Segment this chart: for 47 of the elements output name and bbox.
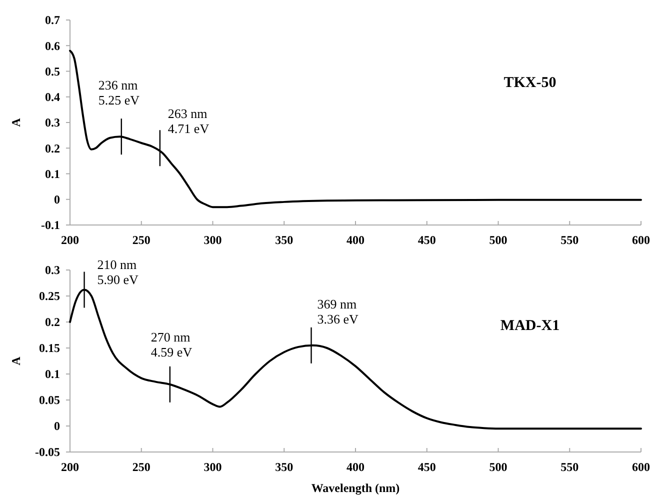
x-tick-label: 350 [275, 460, 294, 474]
x-tick-label: 300 [204, 233, 222, 247]
x-tick-label: 350 [275, 233, 294, 247]
text: MAD-X1 [500, 318, 560, 334]
x-tick-label: 200 [61, 460, 79, 474]
y-tick-label: -0.05 [35, 445, 60, 460]
y-tick-label: 0.3 [45, 263, 60, 278]
x-tick-label: 600 [632, 233, 650, 247]
y-tick-label: 0.5 [45, 64, 60, 78]
x-tick-label: 300 [204, 460, 222, 474]
x-axis-title: Wavelength (nm) [311, 481, 400, 495]
x-tick-label: 500 [489, 460, 508, 474]
y-tick-label: 0.25 [39, 289, 60, 304]
y-tick-label: 0.3 [45, 116, 60, 130]
y-axis-title: A [9, 356, 23, 366]
y-tick-label: 0.1 [45, 166, 60, 181]
y-tick-label: 0.1 [45, 367, 60, 382]
x-tick-label: 550 [560, 460, 579, 474]
x-tick-label: 400 [346, 460, 364, 474]
y-tick-label: -0.1 [41, 218, 60, 232]
y-tick-label: 0.4 [45, 90, 60, 104]
y-tick-label: 0.05 [39, 393, 60, 408]
line-series [69, 50, 642, 208]
y-tick-label: 0 [54, 192, 60, 207]
x-tick-label: 450 [418, 233, 436, 247]
annotation: 210 nm 5.90 eV [97, 256, 140, 287]
text: TKX-50 [504, 75, 556, 91]
annotation: 369 nm 3.36 eV [317, 296, 360, 326]
x-tick-label: 250 [132, 460, 150, 474]
x-tick-label: 550 [560, 233, 579, 247]
x-tick-label: 250 [132, 233, 150, 247]
x-tick-label: 500 [489, 233, 508, 247]
y-axis-title: A [9, 118, 23, 127]
y-tick-label: 0.6 [45, 38, 60, 53]
x-tick-label: 400 [346, 233, 364, 247]
y-tick-label: 0.2 [45, 141, 60, 156]
y-tick-label: 0.7 [45, 13, 60, 28]
x-tick-label: 200 [61, 233, 79, 247]
x-tick-label: 450 [418, 460, 436, 474]
y-tick-label: 0.2 [45, 315, 60, 330]
y-tick-label: 0.15 [39, 341, 60, 356]
line-series [69, 288, 642, 430]
annotation: 263 nm 4.71 eV [168, 106, 210, 136]
y-tick-label: 0 [54, 419, 60, 434]
annotation: 236 nm 5.25 eV [98, 78, 140, 108]
annotation: 270 nm 4.59 eV [150, 329, 193, 360]
x-tick-label: 600 [632, 460, 650, 474]
